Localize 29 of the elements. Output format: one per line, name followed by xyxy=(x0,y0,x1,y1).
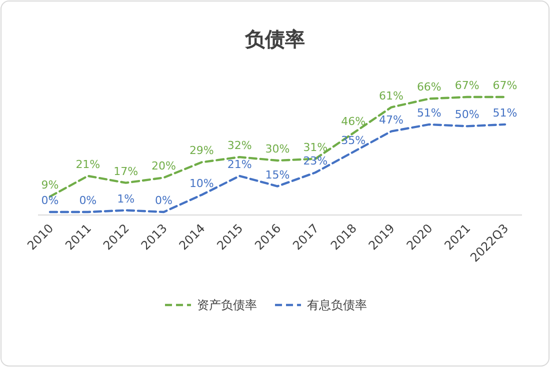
data-label: 0% xyxy=(79,194,97,207)
data-label: 51% xyxy=(416,106,442,120)
data-label: 1% xyxy=(117,192,135,206)
data-label: 0% xyxy=(41,194,59,207)
data-label: 0% xyxy=(155,194,172,207)
data-label: 21% xyxy=(76,158,100,171)
data-label: 51% xyxy=(492,106,518,120)
data-label: 30% xyxy=(265,142,290,156)
data-label: 50% xyxy=(454,108,480,122)
data-label: 66% xyxy=(416,80,442,94)
data-label: 15% xyxy=(265,168,290,182)
data-label: 61% xyxy=(379,89,404,102)
data-label: 31% xyxy=(303,140,328,154)
data-label: 67% xyxy=(492,79,518,92)
legend-label: 资产负债率 xyxy=(197,298,257,312)
data-label: 67% xyxy=(454,79,480,92)
data-label: 35% xyxy=(341,134,366,147)
data-label: 46% xyxy=(341,115,366,128)
legend-label: 有息负债率 xyxy=(307,298,367,312)
data-label: 29% xyxy=(189,144,214,158)
data-label: 10% xyxy=(189,176,214,190)
data-label: 47% xyxy=(379,113,404,126)
data-label: 32% xyxy=(227,139,252,152)
data-label: 9% xyxy=(41,178,59,192)
data-label: 20% xyxy=(152,160,176,173)
chart-title: 负债率 xyxy=(244,27,305,51)
data-label: 23% xyxy=(303,154,328,168)
data-label: 17% xyxy=(114,164,138,178)
data-label: 21% xyxy=(227,158,252,171)
